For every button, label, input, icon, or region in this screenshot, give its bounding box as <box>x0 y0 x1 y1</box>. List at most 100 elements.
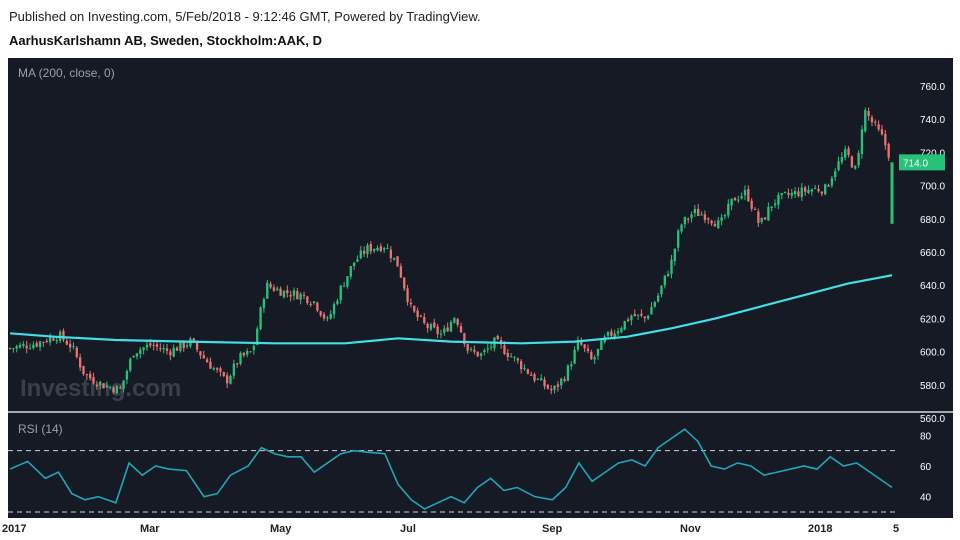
candle-body <box>710 220 713 224</box>
candle-body <box>824 184 827 195</box>
x-axis-svg: 2017 Mar May Jul Sep Nov 2018 5 <box>2 523 899 535</box>
candle-body <box>526 369 530 374</box>
candle-body <box>663 275 666 286</box>
candle-body <box>309 303 312 305</box>
candle-body <box>834 171 837 178</box>
candle-body <box>670 259 673 274</box>
candle-body <box>576 340 580 350</box>
candle-body <box>677 230 680 248</box>
candle-body <box>65 340 68 345</box>
time-tick-label: Mar <box>140 523 160 535</box>
candle-body <box>727 203 730 216</box>
candle-body <box>449 322 453 332</box>
candle-body <box>793 191 797 195</box>
candle-body <box>423 316 426 324</box>
candle-body <box>580 341 583 345</box>
chart-area[interactable]: Investing.com MA (200, close, 0) RSI (14) 7… <box>8 58 953 518</box>
published-note: Published on Investing.com, 5/Feb/2018 -… <box>9 9 481 24</box>
candle-body <box>733 197 737 201</box>
candle-body <box>439 333 443 335</box>
candle-body <box>446 327 449 332</box>
candle-body <box>366 244 369 255</box>
candle-body <box>650 306 653 315</box>
time-tick-label: Nov <box>680 523 702 535</box>
candle-body <box>509 356 513 358</box>
candle-body <box>750 200 753 209</box>
candle-body <box>770 206 773 208</box>
price-tick-label: 740.0 <box>920 115 945 126</box>
candle-body <box>596 348 600 356</box>
candle-body <box>777 194 780 205</box>
candle-body <box>506 352 509 357</box>
candle-body <box>139 349 142 354</box>
candle-body <box>707 218 710 220</box>
candle-body <box>299 293 302 300</box>
candle-body <box>636 314 640 316</box>
candle-body <box>38 341 42 348</box>
candle-body <box>105 385 109 388</box>
candle-body <box>175 347 179 351</box>
candle-body <box>286 290 289 294</box>
candle-body <box>653 302 656 307</box>
candle-body <box>880 129 884 135</box>
candle-body <box>369 243 372 252</box>
candle-body <box>747 189 750 202</box>
candle-body <box>195 342 199 350</box>
candle-body <box>162 348 165 350</box>
candle-body <box>135 353 139 357</box>
candle-body <box>205 359 209 363</box>
candle-body <box>643 316 646 319</box>
candle-body <box>232 363 236 376</box>
candle-body <box>229 375 232 384</box>
candle-body <box>219 368 222 372</box>
candle-body <box>783 192 787 194</box>
candle-body <box>319 311 322 316</box>
candle-body <box>800 187 803 198</box>
candle-body <box>119 387 122 389</box>
candle-body <box>550 389 553 391</box>
candle-body <box>429 324 433 330</box>
candle-body <box>857 152 860 166</box>
candle-body <box>673 248 677 262</box>
candle-body <box>129 358 132 371</box>
candle-body <box>690 214 693 218</box>
candle-body <box>212 368 215 370</box>
candle-body <box>102 383 105 389</box>
candle-body <box>720 217 723 221</box>
candle-body <box>479 353 483 356</box>
price-tick-label: 560.0 <box>920 414 945 425</box>
candle-body <box>336 300 339 305</box>
candle-body <box>125 370 129 380</box>
candle-body <box>616 331 620 334</box>
candle-body <box>606 331 610 336</box>
last-candle <box>890 162 894 224</box>
candle-body <box>820 191 824 194</box>
candle-body <box>25 345 28 349</box>
candle-body <box>95 384 99 387</box>
candle-body <box>590 351 593 360</box>
candle-body <box>546 384 550 389</box>
candle-body <box>396 256 399 267</box>
candle-body <box>279 288 282 296</box>
candle-body <box>810 189 813 192</box>
candle-body <box>413 305 416 312</box>
candle-body <box>519 361 523 370</box>
candle-body <box>844 149 847 158</box>
candle-body <box>215 368 219 370</box>
price-tick-label: 720.0 <box>920 148 945 159</box>
candle-body <box>312 301 316 303</box>
candle-body <box>847 148 850 155</box>
candle-body <box>322 314 326 319</box>
candle-body <box>456 319 459 325</box>
candle-body <box>172 347 175 357</box>
candle-body <box>272 287 276 291</box>
candle-body <box>48 337 52 343</box>
candle-body <box>296 290 299 300</box>
candle-body <box>225 375 229 384</box>
candle-body <box>713 223 717 227</box>
candle-body <box>409 302 413 305</box>
candle-body <box>817 189 820 192</box>
candle-body <box>613 333 616 338</box>
candle-body <box>132 355 135 358</box>
